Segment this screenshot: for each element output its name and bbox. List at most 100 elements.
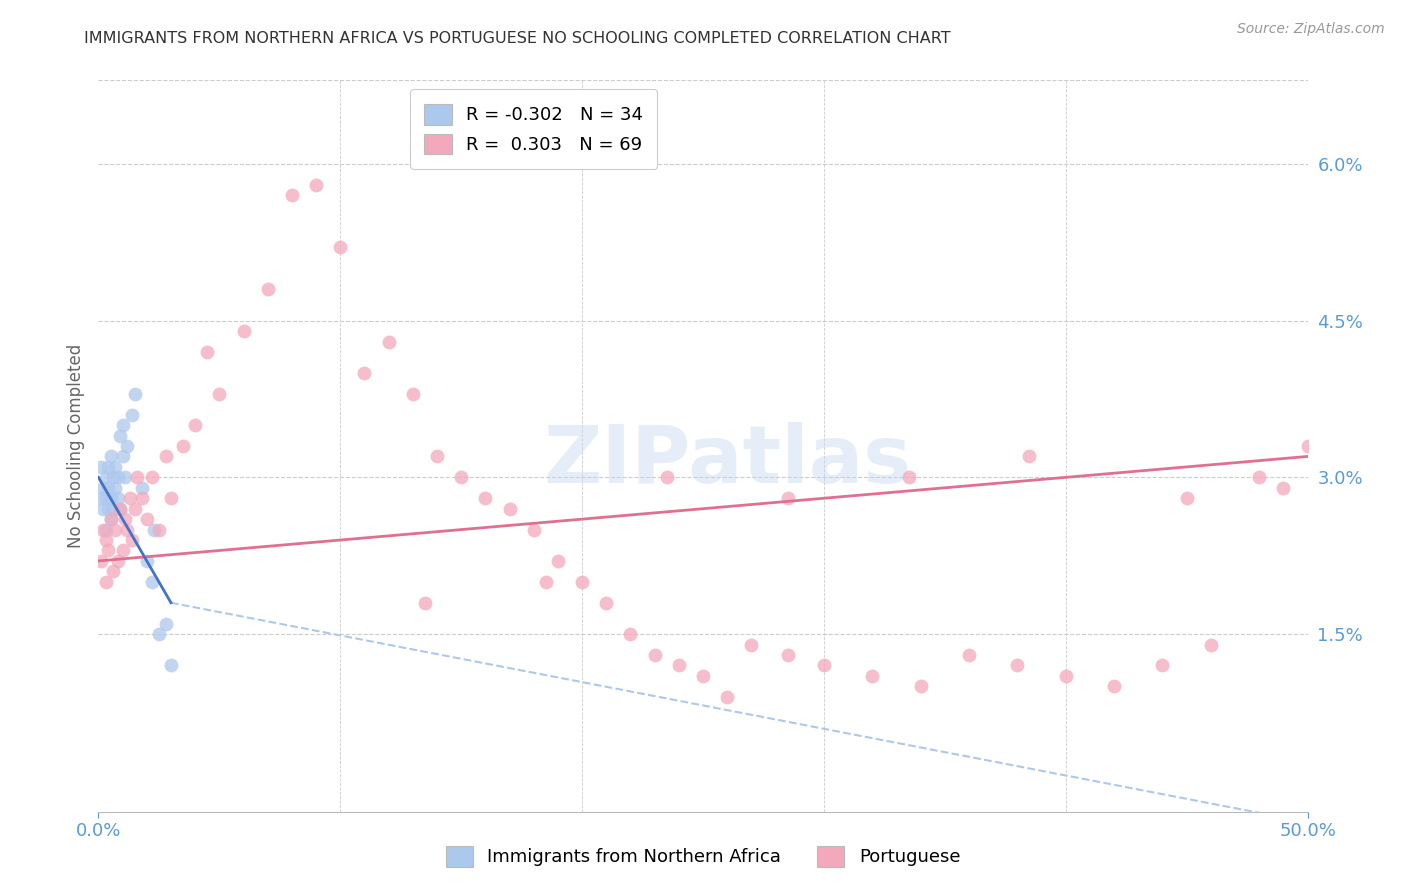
Point (1175, 491, 1198, 506)
Point (141, 470, 163, 484)
Point (94, 470, 117, 484)
Point (131, 481, 153, 495)
Point (121, 408, 143, 422)
Point (111, 450, 134, 464)
Point (1272, 481, 1295, 495)
Point (124, 386, 146, 401)
Point (100, 491, 122, 506)
Point (172, 439, 194, 453)
Point (90, 554, 112, 568)
Point (595, 596, 617, 610)
Point (148, 523, 170, 537)
Point (97, 459, 120, 474)
Point (655, 470, 678, 484)
Point (256, 282, 278, 296)
Point (131, 491, 153, 506)
Point (108, 501, 131, 516)
Point (547, 554, 569, 568)
Point (107, 554, 129, 568)
Point (195, 345, 218, 359)
Point (1102, 679, 1125, 693)
Point (474, 491, 496, 506)
Point (91, 523, 114, 537)
Point (353, 366, 375, 380)
Point (117, 523, 139, 537)
Point (1018, 450, 1040, 464)
Point (114, 512, 136, 526)
Point (124, 501, 146, 516)
Legend: Immigrants from Northern Africa, Portuguese: Immigrants from Northern Africa, Portugu… (439, 838, 967, 874)
Point (534, 574, 557, 589)
Point (100, 450, 122, 464)
Point (668, 658, 690, 673)
Point (118, 491, 141, 506)
Point (97, 481, 120, 495)
Point (107, 470, 129, 484)
Point (1007, 658, 1029, 673)
Point (104, 523, 127, 537)
Point (897, 470, 920, 484)
Point (90, 459, 112, 474)
Point (107, 491, 129, 506)
Point (776, 648, 799, 662)
Point (426, 450, 449, 464)
Point (101, 470, 124, 484)
Point (776, 491, 799, 506)
Point (148, 627, 170, 641)
Point (117, 439, 139, 453)
Point (160, 658, 183, 673)
Point (1296, 439, 1319, 453)
Y-axis label: No Schooling Completed: No Schooling Completed (66, 344, 84, 548)
Point (108, 501, 131, 516)
Point (716, 690, 738, 704)
Point (160, 491, 183, 506)
Point (108, 428, 131, 442)
Point (94, 523, 117, 537)
Point (329, 240, 352, 254)
Point (104, 459, 127, 474)
Point (91, 481, 114, 495)
Point (100, 512, 122, 526)
Point (413, 596, 436, 610)
Point (135, 554, 157, 568)
Point (957, 648, 980, 662)
Point (644, 648, 666, 662)
Point (1152, 658, 1174, 673)
Point (141, 574, 163, 589)
Point (94, 491, 117, 506)
Point (619, 627, 641, 641)
Legend: R = -0.302   N = 34, R =  0.303   N = 69: R = -0.302 N = 34, R = 0.303 N = 69 (411, 89, 658, 169)
Point (114, 470, 136, 484)
Point (1249, 470, 1271, 484)
Point (155, 616, 177, 631)
Point (100, 512, 122, 526)
Point (94, 533, 117, 547)
Point (104, 481, 127, 495)
Point (692, 669, 714, 683)
Point (571, 574, 593, 589)
Point (860, 669, 883, 683)
Point (208, 386, 231, 401)
Point (232, 324, 254, 338)
Point (91, 501, 114, 516)
Point (450, 470, 472, 484)
Point (121, 533, 143, 547)
Point (813, 658, 835, 673)
Point (184, 418, 207, 433)
Point (94, 574, 117, 589)
Point (910, 679, 932, 693)
Point (90, 491, 112, 506)
Point (111, 418, 134, 433)
Point (1054, 669, 1077, 683)
Point (127, 470, 149, 484)
Point (101, 565, 124, 579)
Point (498, 501, 520, 516)
Point (377, 334, 399, 349)
Point (402, 386, 425, 401)
Point (143, 523, 166, 537)
Text: IMMIGRANTS FROM NORTHERN AFRICA VS PORTUGUESE NO SCHOOLING COMPLETED CORRELATION: IMMIGRANTS FROM NORTHERN AFRICA VS PORTU… (84, 31, 950, 46)
Point (523, 523, 546, 537)
Point (135, 512, 157, 526)
Point (155, 450, 177, 464)
Point (101, 501, 124, 516)
